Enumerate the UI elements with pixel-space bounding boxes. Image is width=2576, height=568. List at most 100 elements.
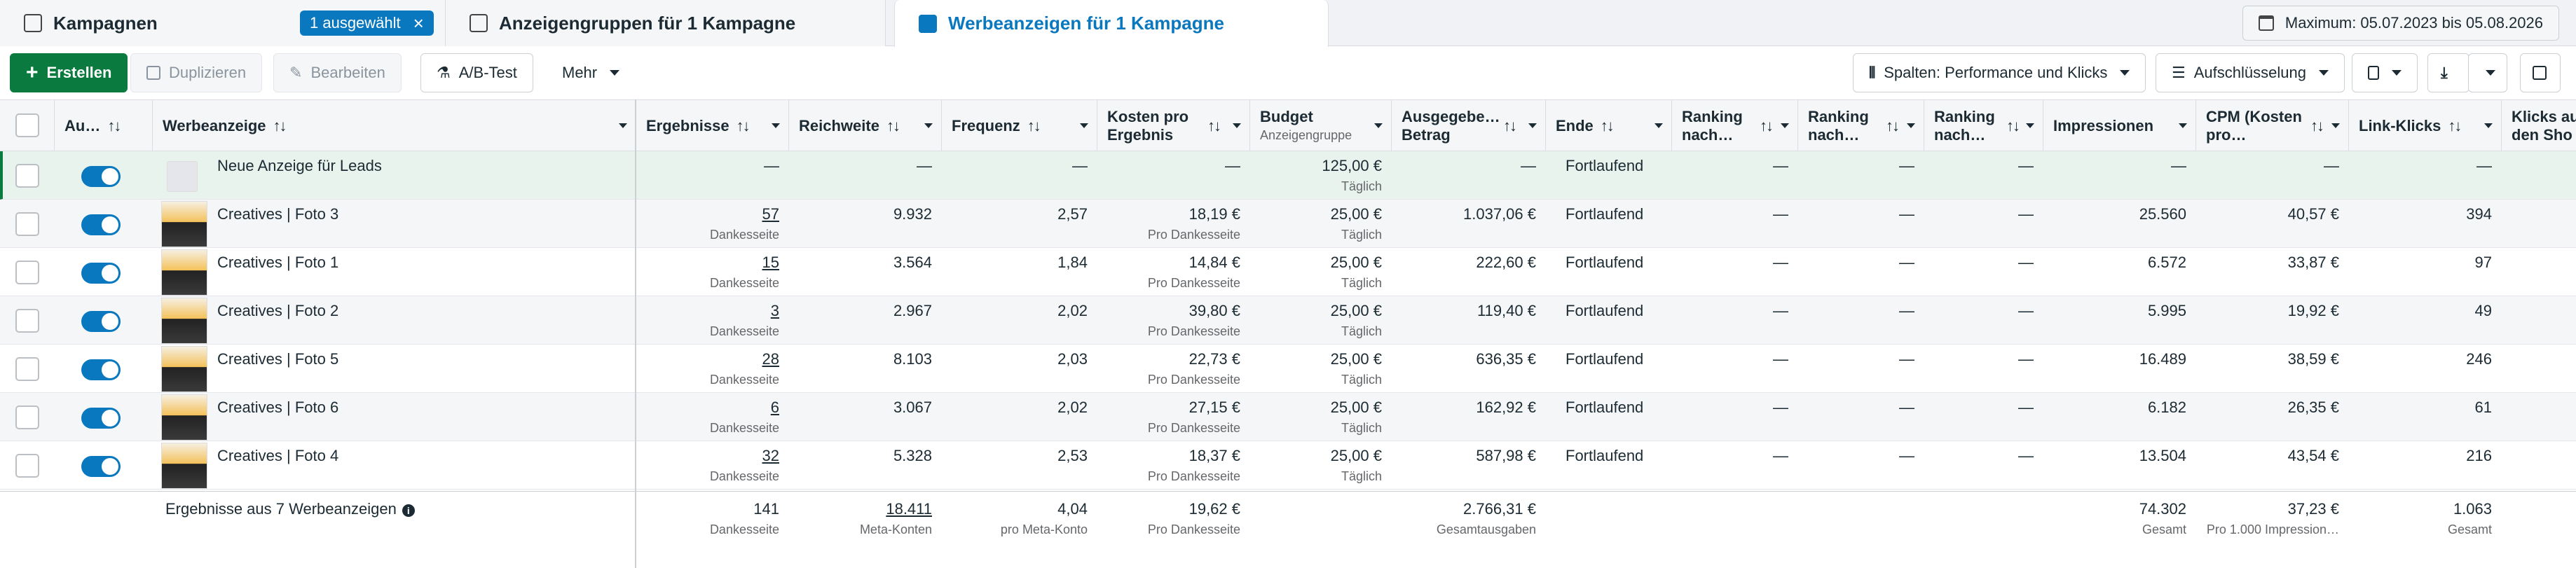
header-link-clicks[interactable]: Link-Klicks ↑↓ xyxy=(2349,100,2502,152)
export-button[interactable]: ⤓ xyxy=(2427,53,2469,92)
ad-name[interactable]: Creatives | Foto 5 xyxy=(217,350,339,368)
charts-button[interactable] xyxy=(2520,53,2561,92)
status-toggle[interactable] xyxy=(81,408,121,429)
reach-cell: 5.328 xyxy=(893,447,932,464)
date-range-picker[interactable]: Maximum: 05.07.2023 bis 05.08.2026 xyxy=(2242,6,2559,41)
spent-cell: 222,60 € xyxy=(1476,254,1536,271)
reach-cell: 8.103 xyxy=(893,350,932,368)
ab-test-button[interactable]: ⚗ A/B-Test xyxy=(420,53,533,92)
ends-cell: Fortlaufend xyxy=(1566,447,1644,464)
table-row[interactable]: Creatives | Foto 1 15 Dankesseite 3.564 … xyxy=(0,248,2576,296)
header-shop-clicks[interactable]: Klicks au den Sho xyxy=(2502,100,2576,152)
pencil-icon: ✎ xyxy=(289,64,303,81)
header-results[interactable]: Ergebnisse ↑↓ xyxy=(636,100,789,152)
sort-icon: ↑↓ xyxy=(736,117,751,134)
header-rank3-line2: nach… xyxy=(1934,126,1986,144)
info-icon[interactable]: i xyxy=(402,504,415,517)
selected-badge[interactable]: 1 ausgewählt × xyxy=(300,11,434,36)
header-ranking-1[interactable]: Ranking nach… ↑↓ xyxy=(1672,100,1798,152)
header-rank1-line2: nach… xyxy=(1682,126,1734,144)
breakdown-button[interactable]: ☰ Aufschlüsselung xyxy=(2156,53,2345,92)
header-ends[interactable]: Ende ↑↓ xyxy=(1546,100,1672,152)
more-button[interactable]: Mehr xyxy=(547,53,635,92)
row-checkbox[interactable] xyxy=(15,261,39,284)
summary-reach-value[interactable]: 18.411 xyxy=(886,500,932,518)
header-reach[interactable]: Reichweite ↑↓ xyxy=(789,100,942,152)
header-ad[interactable]: Werbeanzeige ↑↓ xyxy=(153,100,636,152)
columns-button[interactable]: ⫴ Spalten: Performance und Klicks xyxy=(1853,53,2146,92)
ad-name[interactable]: Creatives | Foto 6 xyxy=(217,399,339,416)
ad-name[interactable]: Creatives | Foto 3 xyxy=(217,205,339,223)
table-row[interactable]: Creatives | Foto 6 6 Dankesseite 3.067 2… xyxy=(0,393,2576,441)
results-value[interactable]: 28 xyxy=(762,350,779,368)
status-toggle[interactable] xyxy=(81,263,121,284)
results-sub: Dankesseite xyxy=(709,373,779,387)
results-value[interactable]: 6 xyxy=(770,399,779,416)
tab-adsets[interactable]: Anzeigengruppen für 1 Kampagne xyxy=(446,0,886,46)
sort-icon: ↑↓ xyxy=(1600,117,1615,134)
ad-name[interactable]: Creatives | Foto 4 xyxy=(217,447,339,464)
table-row[interactable]: Creatives | Foto 5 28 Dankesseite 8.103 … xyxy=(0,345,2576,393)
chevron-down-icon xyxy=(1654,123,1663,128)
impressions-cell: 6.182 xyxy=(2147,399,2186,416)
header-frequency[interactable]: Frequenz ↑↓ xyxy=(942,100,1097,152)
budget-value: 25,00 € xyxy=(1330,302,1382,319)
results-value[interactable]: 32 xyxy=(762,447,779,464)
results-cell: — xyxy=(764,157,779,174)
results-value[interactable]: 3 xyxy=(770,302,779,319)
status-toggle[interactable] xyxy=(81,214,121,235)
toolbar: + Erstellen Duplizieren ✎ Bearbeiten ⚗ A… xyxy=(0,46,2576,99)
select-all-checkbox[interactable] xyxy=(15,113,39,137)
results-value[interactable]: 57 xyxy=(762,205,779,223)
reports-button[interactable] xyxy=(2352,53,2418,92)
header-ranking-3[interactable]: Ranking nach… ↑↓ xyxy=(1924,100,2043,152)
ad-name[interactable]: Creatives | Foto 1 xyxy=(217,254,339,271)
row-checkbox[interactable] xyxy=(15,454,39,478)
cpr-cell: — xyxy=(1225,157,1240,174)
cpr-sub: Pro Dankesseite xyxy=(1147,421,1240,435)
chevron-down-icon xyxy=(2179,123,2187,128)
results-value[interactable]: 15 xyxy=(762,254,779,271)
header-impressions[interactable]: Impressionen xyxy=(2043,100,2196,152)
ranking-cell: — xyxy=(1773,399,1788,416)
flask-icon: ⚗ xyxy=(437,64,451,81)
row-checkbox[interactable] xyxy=(15,212,39,236)
status-toggle[interactable] xyxy=(81,359,121,380)
header-budget-sub: Anzeigengruppe xyxy=(1260,128,1352,142)
table-row[interactable]: Creatives | Foto 4 32 Dankesseite 5.328 … xyxy=(0,441,2576,490)
row-checkbox[interactable] xyxy=(15,309,39,333)
tab-campaigns[interactable]: Kampagnen 1 ausgewählt × xyxy=(0,0,446,46)
duplicate-button[interactable]: Duplizieren xyxy=(130,53,263,92)
frequency-cell: 2,53 xyxy=(1057,447,1088,464)
export-menu-button[interactable] xyxy=(2468,53,2507,92)
header-shop-label: Klicks au den Sho xyxy=(2512,108,2576,144)
table-row[interactable]: Creatives | Foto 3 57 Dankesseite 9.932 … xyxy=(0,200,2576,248)
row-checkbox[interactable] xyxy=(15,406,39,429)
cpr-value: 39,80 € xyxy=(1188,302,1240,319)
table-row[interactable]: Creatives | Foto 2 3 Dankesseite 2.967 2… xyxy=(0,296,2576,345)
header-ranking-2[interactable]: Ranking nach… ↑↓ xyxy=(1798,100,1924,152)
header-status[interactable]: Au… ↑↓ xyxy=(55,100,153,152)
results-cell: 6 Dankesseite xyxy=(636,393,789,441)
ad-name[interactable]: Creatives | Foto 2 xyxy=(217,302,339,319)
create-button[interactable]: + Erstellen xyxy=(10,53,128,92)
close-icon[interactable]: × xyxy=(413,13,424,34)
table-row[interactable]: Neue Anzeige für Leads — — — — 125,00 € … xyxy=(0,151,2576,200)
link-clicks-cell: — xyxy=(2476,157,2492,174)
status-toggle[interactable] xyxy=(81,166,121,187)
tab-ads[interactable]: Werbeanzeigen für 1 Kampagne xyxy=(894,0,1329,47)
status-toggle[interactable] xyxy=(81,311,121,332)
ends-cell: Fortlaufend xyxy=(1566,399,1644,416)
cpr-value: 14,84 € xyxy=(1188,254,1240,271)
ad-name[interactable]: Neue Anzeige für Leads xyxy=(217,157,382,174)
status-toggle[interactable] xyxy=(81,456,121,477)
header-cost-per-result[interactable]: Kosten pro Ergebnis ↑↓ xyxy=(1097,100,1250,152)
row-checkbox[interactable] xyxy=(15,357,39,381)
impressions-cell: 16.489 xyxy=(2139,350,2186,368)
row-checkbox[interactable] xyxy=(15,164,39,188)
edit-button[interactable]: ✎ Bearbeiten xyxy=(273,53,402,92)
ranking-cell: — xyxy=(2018,399,2034,416)
header-cpm[interactable]: CPM (Kosten pro… ↑↓ xyxy=(2196,100,2349,152)
header-amount-spent[interactable]: Ausgegebe… Betrag ↑↓ xyxy=(1392,100,1546,152)
header-budget[interactable]: Budget Anzeigengruppe xyxy=(1250,100,1392,152)
